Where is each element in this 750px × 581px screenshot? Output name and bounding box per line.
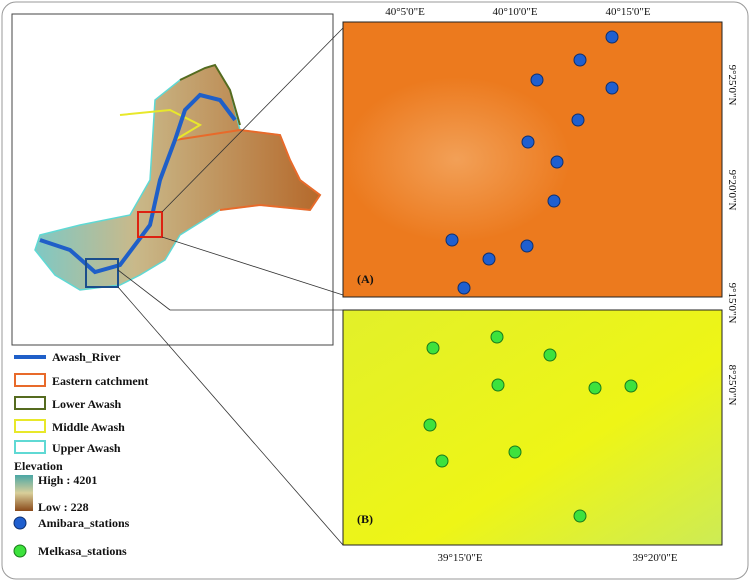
legend-label: Low : 228 xyxy=(38,500,89,514)
lon-label: 39°15'0"E xyxy=(437,552,482,564)
lat-label: 9°20'0"N xyxy=(726,170,738,211)
lon-label: 40°10'0"E xyxy=(492,6,537,18)
legend-swatch xyxy=(14,396,46,410)
legend-swatch xyxy=(14,440,46,454)
legend-label: High : 4201 xyxy=(38,473,97,487)
legend-swatch xyxy=(13,544,27,558)
lower-awash xyxy=(179,63,241,126)
lat-label: 9°15'0"N xyxy=(726,283,738,324)
eastern-catchment xyxy=(174,128,322,212)
legend-label: Awash_River xyxy=(52,350,121,364)
legend-swatch xyxy=(14,419,46,433)
legend-label: Lower Awash xyxy=(52,397,122,411)
study-box-a xyxy=(137,211,163,238)
connectors xyxy=(117,27,344,546)
legend-label: Amibara_stations xyxy=(38,516,130,530)
elevation-ramp xyxy=(15,475,33,511)
legend-label: Upper Awash xyxy=(52,441,121,455)
lon-label: 39°20'0"E xyxy=(632,552,677,564)
panel-b xyxy=(342,309,723,546)
lon-label: 40°15'0"E xyxy=(605,6,650,18)
middle-awash xyxy=(119,108,203,141)
amibara-points xyxy=(445,30,619,295)
legend-label: Eastern catchment xyxy=(52,374,148,388)
legend-title: Elevation xyxy=(14,459,63,473)
legend-swatch xyxy=(13,516,27,530)
study-box-b xyxy=(85,258,119,288)
lon-label: 40°5'0"E xyxy=(385,6,425,18)
lat-label: 9°25'0"N xyxy=(726,65,738,106)
panel-label: (B) xyxy=(357,512,373,526)
melkasa-points xyxy=(423,330,638,523)
panel-a xyxy=(342,21,723,298)
legend-label: Melkasa_stations xyxy=(38,544,127,558)
legend-swatch xyxy=(14,373,46,387)
legend-label: Middle Awash xyxy=(52,420,125,434)
lat-label: 8°25'0"N xyxy=(726,365,738,406)
panel-label: (A) xyxy=(357,272,374,286)
